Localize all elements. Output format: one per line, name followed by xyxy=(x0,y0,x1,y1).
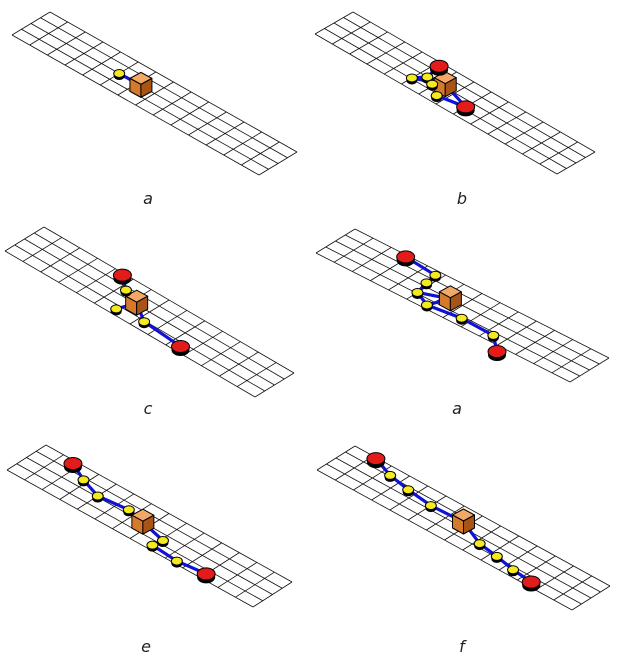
waypoint-node xyxy=(420,300,433,312)
panel-label: b xyxy=(457,189,467,208)
waypoint-node xyxy=(426,79,439,91)
waypoint-node xyxy=(405,73,418,85)
panel-label: c xyxy=(144,399,153,418)
waypoint-node xyxy=(420,278,433,290)
endpoint-node xyxy=(63,457,83,474)
waypoint-node xyxy=(402,485,415,497)
waypoint-node xyxy=(146,540,159,552)
grid-line xyxy=(335,240,590,371)
grid-line xyxy=(326,463,582,605)
path-link xyxy=(425,303,464,320)
grid-line xyxy=(343,17,586,158)
waypoint-node xyxy=(113,69,126,80)
grid-line xyxy=(36,450,283,589)
waypoint-node xyxy=(421,72,434,84)
box-right-face xyxy=(444,77,457,98)
nodes xyxy=(113,69,126,80)
nodes xyxy=(110,268,190,356)
grid-line xyxy=(6,469,254,608)
grid-line xyxy=(43,226,295,374)
endpoint-node xyxy=(196,567,216,584)
waypoint-node xyxy=(490,551,503,563)
panel-2: b xyxy=(314,11,596,208)
box-right-face xyxy=(136,295,149,316)
waypoint-node xyxy=(473,539,486,551)
waypoint-node xyxy=(487,330,500,342)
endpoint-node xyxy=(170,339,190,356)
panel-6: f xyxy=(316,445,611,656)
endpoint-node xyxy=(396,250,416,267)
endpoint-node xyxy=(429,59,449,76)
waypoint-node xyxy=(429,270,442,282)
depot-box xyxy=(452,508,475,535)
grid-line xyxy=(314,33,558,175)
grid-plane xyxy=(11,11,298,176)
grid-line xyxy=(345,234,600,365)
endpoint-node xyxy=(456,100,476,117)
box-right-face xyxy=(142,514,155,535)
waypoint-node xyxy=(91,491,104,503)
panel-3: c xyxy=(4,226,295,418)
endpoint-node xyxy=(487,345,507,362)
depot-box xyxy=(438,285,462,312)
panel-4: a xyxy=(315,228,610,418)
grid-plane xyxy=(4,226,295,398)
grid-line xyxy=(14,244,265,392)
waypoint-node xyxy=(430,91,443,103)
grid-line xyxy=(30,23,279,164)
waypoint-node xyxy=(384,470,397,482)
waypoint-node xyxy=(156,536,169,548)
panel-5: e xyxy=(6,444,293,656)
depot-box xyxy=(131,508,155,535)
grid-line xyxy=(49,11,298,153)
endpoint-node xyxy=(112,268,132,285)
box-right-face xyxy=(449,291,462,312)
panel-label: a xyxy=(143,189,153,208)
grid-line xyxy=(354,445,611,587)
grid-line xyxy=(21,28,269,170)
grid-line xyxy=(34,232,285,380)
grid-line xyxy=(4,250,256,398)
box-right-face xyxy=(463,514,475,535)
waypoint-node xyxy=(110,304,123,316)
waypoint-node xyxy=(119,285,132,297)
waypoint-node xyxy=(507,565,520,577)
nodes xyxy=(63,457,216,584)
waypoint-node xyxy=(455,313,468,325)
grid-line xyxy=(11,34,260,176)
grid-line xyxy=(315,252,571,383)
nodes xyxy=(405,59,476,117)
waypoint-node xyxy=(77,475,90,487)
nodes xyxy=(366,452,541,592)
grid-line xyxy=(352,11,596,153)
depot-box xyxy=(129,71,153,98)
grid-plane xyxy=(315,228,610,383)
waypoint-node xyxy=(170,556,183,568)
panel-label: e xyxy=(141,637,151,656)
panel-label: f xyxy=(459,637,467,656)
waypoint-node xyxy=(411,287,424,299)
grid-line xyxy=(45,444,293,583)
box-right-face xyxy=(140,77,153,98)
grid-line xyxy=(40,17,288,159)
endpoint-node xyxy=(366,452,386,469)
waypoint-node xyxy=(138,317,151,329)
waypoint-node xyxy=(122,505,135,517)
grid-line xyxy=(325,246,580,377)
grid-line xyxy=(354,228,610,359)
endpoint-node xyxy=(521,575,541,592)
panel-1: a xyxy=(11,11,298,208)
grid-line xyxy=(24,238,275,386)
panel-label: a xyxy=(452,399,462,418)
nodes xyxy=(396,250,507,362)
waypoint-node xyxy=(424,501,437,513)
